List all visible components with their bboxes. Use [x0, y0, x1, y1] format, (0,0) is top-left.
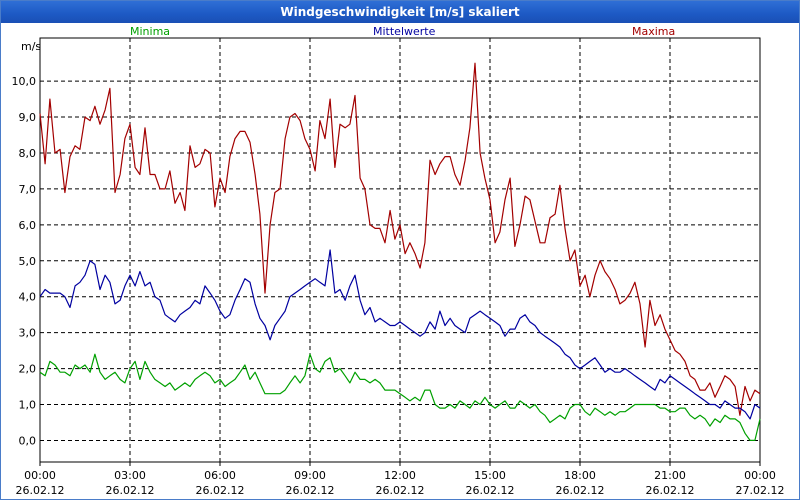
x-tick-date-label: 26.02.12 [106, 484, 155, 497]
x-tick-date-label: 26.02.12 [466, 484, 515, 497]
x-tick-date-label: 26.02.12 [286, 484, 335, 497]
y-tick-label: 7,0 [19, 183, 37, 196]
x-tick-date-label: 26.02.12 [376, 484, 425, 497]
x-tick-time-label: 21:00 [654, 469, 686, 482]
x-tick-date-label: 26.02.12 [16, 484, 65, 497]
x-tick-time-label: 06:00 [204, 469, 236, 482]
x-tick-date-label: 26.02.12 [196, 484, 245, 497]
y-tick-label: 4,0 [19, 291, 37, 304]
window-title: Windgeschwindigkeit [m/s] skaliert [1, 1, 799, 23]
x-tick-time-label: 03:00 [114, 469, 146, 482]
y-tick-label: 3,0 [19, 327, 37, 340]
y-tick-label: 9,0 [19, 111, 37, 124]
x-tick-time-label: 09:00 [294, 469, 326, 482]
y-tick-label: 6,0 [19, 219, 37, 232]
series-line-minima [39, 353, 761, 441]
legend-maxima: Maxima [632, 25, 676, 38]
series-line-maxima [39, 62, 761, 416]
legend-minima: Minima [130, 25, 171, 38]
y-tick-label: 8,0 [19, 147, 37, 160]
y-tick-label: 1,0 [19, 399, 37, 412]
x-tick-date-label: 26.02.12 [646, 484, 695, 497]
x-tick-time-label: 12:00 [384, 469, 416, 482]
legend-mittelwerte: Mittelwerte [373, 25, 436, 38]
y-tick-label: 5,0 [19, 255, 37, 268]
y-axis-unit-label: m/s [21, 40, 42, 53]
x-tick-date-label: 27.02.12 [736, 484, 785, 497]
x-tick-date-label: 26.02.12 [556, 484, 605, 497]
series-line-mittelwerte [39, 249, 761, 420]
x-tick-time-label: 00:00 [744, 469, 776, 482]
x-tick-time-label: 15:00 [474, 469, 506, 482]
y-tick-label: 2,0 [19, 363, 37, 376]
y-tick-label: 10,0 [12, 75, 37, 88]
y-tick-label: 0,0 [19, 434, 37, 447]
x-tick-time-label: 18:00 [564, 469, 596, 482]
x-tick-time-label: 00:00 [24, 469, 56, 482]
